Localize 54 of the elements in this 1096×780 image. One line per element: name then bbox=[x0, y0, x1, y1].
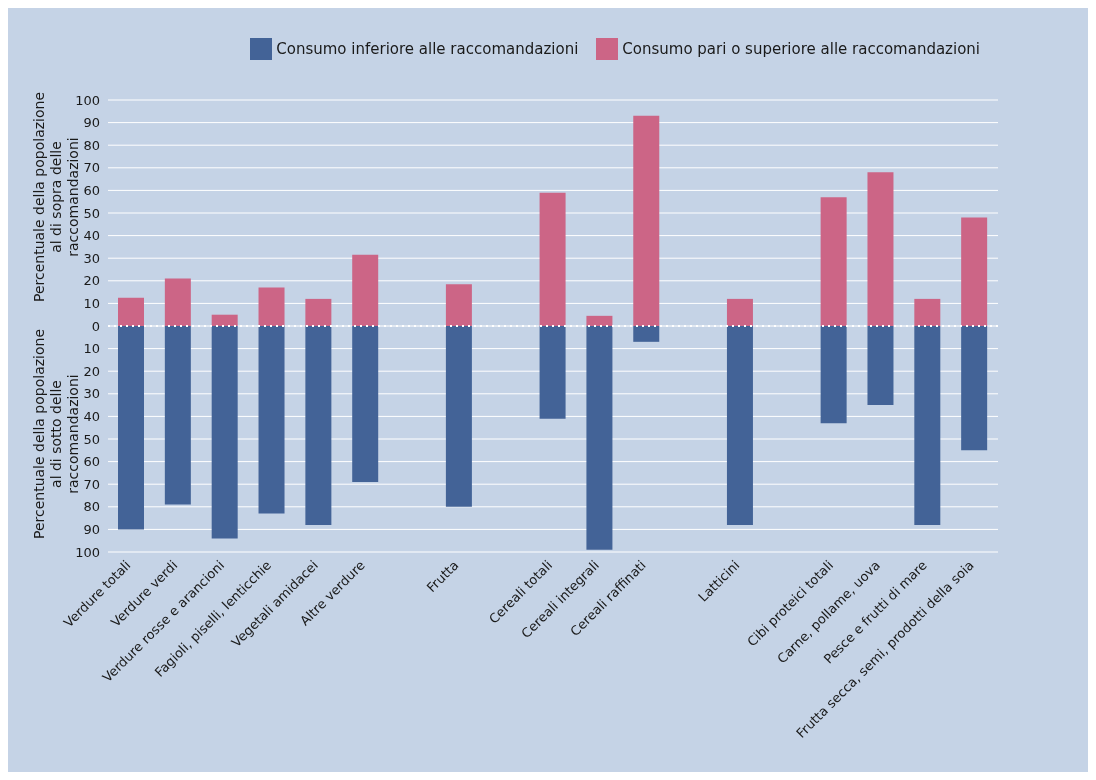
bar bbox=[961, 217, 988, 326]
y-tick-label: 40 bbox=[83, 228, 100, 244]
bar bbox=[914, 326, 941, 525]
y-tick-label: 20 bbox=[83, 363, 100, 379]
bar bbox=[211, 326, 238, 539]
bar bbox=[164, 278, 191, 326]
bar bbox=[633, 115, 660, 326]
y-tick-label: 50 bbox=[83, 431, 100, 447]
bar bbox=[961, 326, 988, 451]
bar bbox=[867, 172, 894, 326]
bar bbox=[820, 326, 847, 424]
y-tick-label: 50 bbox=[83, 205, 100, 221]
bar bbox=[118, 297, 144, 326]
bar bbox=[539, 192, 566, 326]
y-tick-label: 40 bbox=[83, 409, 100, 425]
y-tick-label: 60 bbox=[83, 454, 100, 470]
y-tick-label: 70 bbox=[83, 160, 100, 176]
bar bbox=[867, 326, 894, 406]
text: Percentuale della popolazione al di sotto delle raccomandazioni bbox=[30, 327, 82, 541]
y-tick-label: 10 bbox=[83, 341, 100, 357]
bar bbox=[164, 326, 191, 505]
bar bbox=[118, 326, 144, 530]
bar bbox=[914, 298, 941, 326]
bar bbox=[211, 314, 238, 326]
y-tick-label: 90 bbox=[83, 115, 100, 131]
bar bbox=[820, 197, 847, 326]
y-tick-label: 10 bbox=[83, 296, 100, 312]
bar bbox=[445, 284, 472, 326]
y-tick-label: 30 bbox=[83, 250, 100, 266]
bar bbox=[539, 326, 566, 419]
bar bbox=[352, 326, 379, 482]
bar bbox=[726, 298, 753, 326]
bar bbox=[258, 326, 285, 514]
y-tick-label: 90 bbox=[83, 522, 100, 538]
bar bbox=[305, 326, 332, 525]
bar bbox=[445, 326, 472, 507]
bar bbox=[352, 254, 379, 326]
bar bbox=[726, 326, 753, 525]
bar bbox=[586, 326, 613, 550]
y-tick-label: 80 bbox=[83, 137, 100, 153]
y-tick-label: 100 bbox=[75, 544, 100, 560]
y-tick-label: 80 bbox=[83, 499, 100, 515]
y-tick-label: 60 bbox=[83, 183, 100, 199]
legend-label: Consumo inferiore alle raccomandazioni bbox=[276, 39, 579, 58]
bar bbox=[305, 298, 332, 326]
bar bbox=[258, 287, 285, 326]
y-tick-label: 20 bbox=[83, 273, 100, 289]
y-tick-label: 0 bbox=[91, 318, 100, 334]
y-tick-label: 70 bbox=[83, 476, 100, 492]
y-tick-label: 100 bbox=[75, 92, 100, 108]
bar bbox=[586, 315, 613, 326]
y-tick-label: 30 bbox=[83, 386, 100, 402]
bar bbox=[633, 326, 660, 342]
legend-label: Consumo pari o superiore alle raccomandazioni bbox=[622, 39, 980, 58]
